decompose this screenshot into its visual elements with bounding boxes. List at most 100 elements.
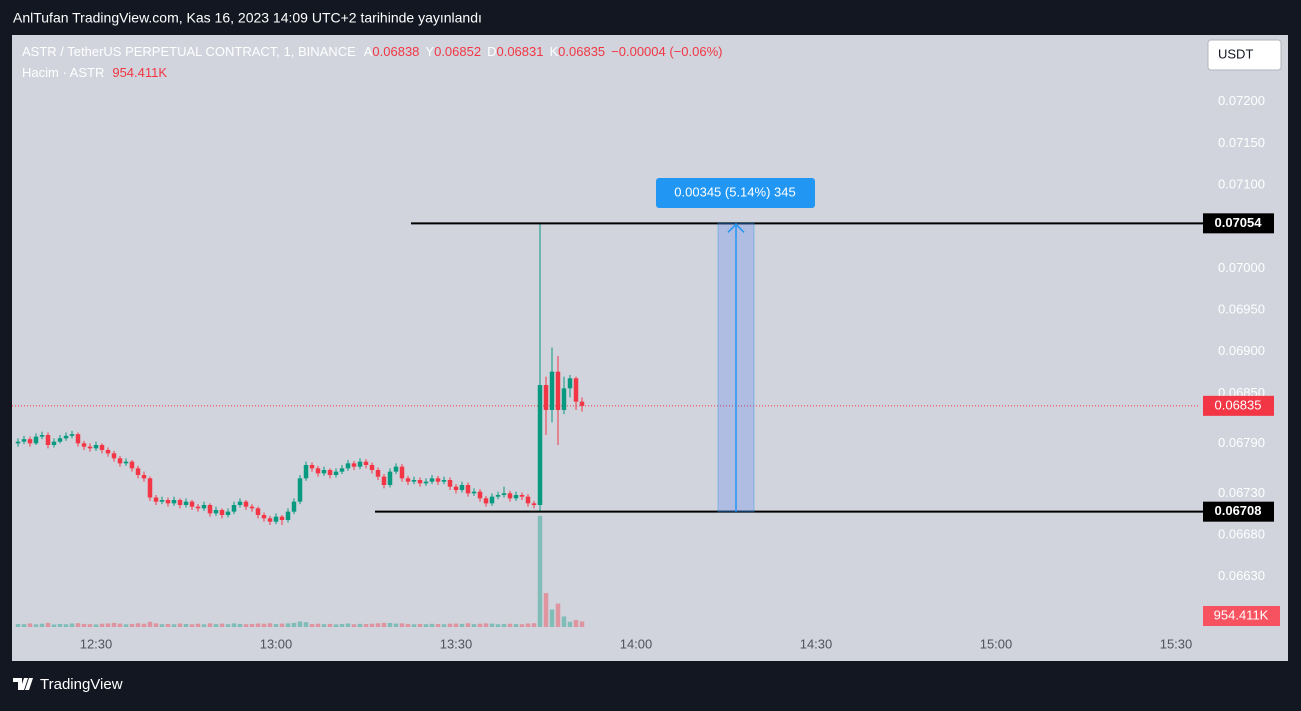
volume-bar (483, 623, 489, 627)
last-volume-box (1203, 606, 1280, 626)
candle-body (471, 491, 477, 494)
candle-body (27, 439, 33, 444)
level-label: 0.07054 (1215, 215, 1263, 230)
candle-body (429, 478, 435, 482)
volume-bar (567, 621, 573, 627)
candle-body (87, 446, 93, 449)
candle-body (345, 463, 351, 469)
candle-body (531, 503, 537, 505)
volume-bar (21, 624, 27, 627)
volume-bar (45, 622, 51, 627)
volume-bar (507, 623, 513, 627)
volume-bar (333, 624, 339, 627)
candle-body (465, 485, 471, 494)
legend-value: 0.06835 (558, 44, 605, 59)
candle-body (231, 505, 237, 512)
currency-button[interactable] (1207, 39, 1282, 71)
y-tick-label: 0.06630 (1218, 568, 1265, 583)
candle-body (507, 493, 513, 499)
candle-body (39, 435, 45, 437)
volume-bar (387, 622, 393, 627)
candle-body (219, 510, 225, 515)
candle-body (411, 480, 417, 482)
candle-body (441, 480, 447, 482)
volume-bar (549, 609, 555, 627)
measure-arrow-head (727, 223, 745, 233)
volume-bar (261, 623, 267, 627)
candle-body (279, 516, 285, 520)
candle-body (477, 491, 483, 499)
y-tick-label: 0.07100 (1218, 176, 1265, 191)
candle-body (567, 378, 573, 389)
candle-body (417, 480, 423, 484)
candle-body (369, 465, 375, 470)
volume-bar (225, 624, 231, 627)
level-label: 0.06708 (1215, 503, 1262, 518)
candle-body (225, 511, 231, 515)
candle-body (555, 371, 561, 410)
volume-bar (357, 623, 363, 627)
volume-bar (171, 624, 177, 627)
candle-body (267, 518, 273, 522)
header-title: AnlTufan TradingView.com, Kas 16, 2023 1… (13, 10, 482, 26)
candle-body (57, 438, 63, 442)
candle-body (69, 434, 75, 436)
volume-bar (237, 623, 243, 627)
volume-bar (219, 623, 225, 627)
volume-bar (351, 624, 357, 627)
volume-bar (417, 623, 423, 627)
x-tick-label: 15:30 (1160, 636, 1193, 651)
x-tick-label: 12:30 (80, 636, 113, 651)
candle-body (393, 466, 399, 472)
candle-body (99, 445, 105, 450)
candle-body (495, 495, 501, 497)
volume-bar (561, 616, 567, 627)
volume-bar (15, 623, 21, 627)
volume-bar (399, 623, 405, 627)
currency-label[interactable]: USDT (1218, 46, 1253, 61)
volume-bar (195, 623, 201, 627)
legend-key: D (487, 44, 496, 59)
candle-body (453, 486, 459, 490)
volume-legend: Hacim · ASTR 954.411K (22, 65, 167, 80)
footer-brand: TradingView (40, 676, 123, 693)
volume-bar (255, 623, 261, 627)
volume-bar (363, 624, 369, 627)
measure-label: 0.00345 (5.14%) 345 (674, 184, 795, 199)
volume-bar (339, 623, 345, 627)
legend-key: Y (425, 44, 434, 59)
legend-symbol: ASTR / TetherUS PERPETUAL CONTRACT, 1, B… (22, 44, 356, 59)
x-tick-label: 13:00 (260, 636, 293, 651)
candle-body (537, 385, 543, 505)
legend-value: 0.06831 (496, 44, 543, 59)
candle-body (489, 496, 495, 504)
volume-bar (411, 624, 417, 627)
volume-bar (525, 623, 531, 627)
legend-key: K (549, 44, 558, 59)
volume-bar (441, 624, 447, 627)
volume-bar (147, 621, 153, 627)
measure-label-box (656, 178, 815, 208)
candle-body (171, 500, 177, 504)
candle-body (579, 401, 585, 406)
x-tick-label: 14:30 (800, 636, 833, 651)
volume-bar (453, 623, 459, 627)
legend: ASTR / TetherUS PERPETUAL CONTRACT, 1, B… (22, 44, 722, 59)
candle-body (207, 505, 213, 514)
volume-bar (27, 623, 33, 627)
volume-bar (123, 624, 129, 627)
volume-bar (423, 624, 429, 627)
candle-body (249, 506, 255, 509)
y-tick-label: 0.06790 (1218, 435, 1265, 450)
legend-value: 0.06852 (434, 44, 481, 59)
volume-bar (303, 622, 309, 627)
candle-body (459, 485, 465, 490)
volume-bar (381, 622, 387, 627)
volume-bar (81, 623, 87, 627)
volume-bar (477, 623, 483, 627)
volume-bar (369, 623, 375, 627)
volume-bar (51, 624, 57, 627)
volume-bar (327, 623, 333, 627)
